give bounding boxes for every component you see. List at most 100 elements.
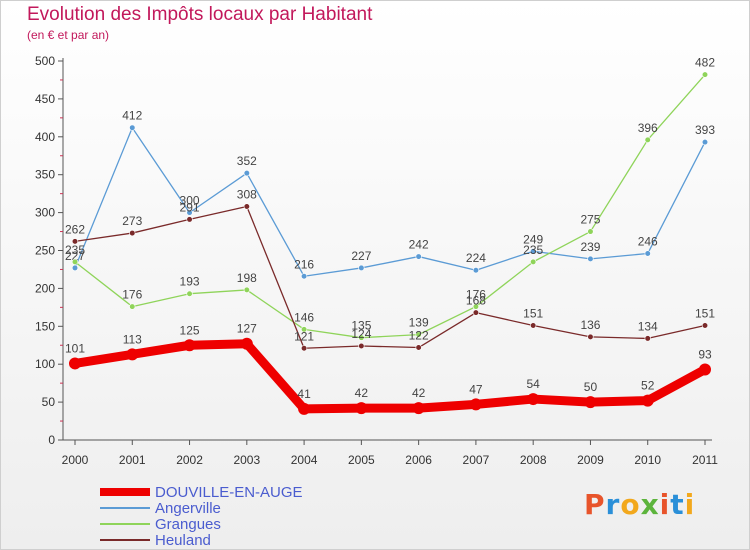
y-tick-label: 100 xyxy=(35,357,55,371)
x-tick-label: 2004 xyxy=(291,453,318,467)
chart-subtitle: (en € et par an) xyxy=(27,28,110,42)
x-tick-label: 2007 xyxy=(463,453,490,467)
x-tick-label: 2005 xyxy=(348,453,375,467)
data-point xyxy=(183,339,196,352)
data-label: 224 xyxy=(466,251,486,265)
series-douville-en-auge: 101 113 125 127 41 42 42 47 54 50 52 93 xyxy=(65,322,712,415)
data-label: 176 xyxy=(122,288,142,302)
series-angerville: 227 412 300 352 216 227 242 224 249 239 246 393 xyxy=(65,109,715,280)
data-label: 235 xyxy=(523,243,543,257)
data-point xyxy=(126,348,139,361)
data-point xyxy=(186,209,193,216)
data-label: 41 xyxy=(297,387,311,401)
legend-item: DOUVILLE-EN-AUGE xyxy=(100,483,303,501)
y-tick-label: 300 xyxy=(35,206,55,220)
data-label: 151 xyxy=(695,307,715,321)
data-label: 412 xyxy=(122,109,142,123)
data-point xyxy=(644,136,651,143)
data-label: 242 xyxy=(409,238,429,252)
data-label: 50 xyxy=(584,380,598,394)
data-label: 52 xyxy=(641,379,655,393)
x-tick-label: 2008 xyxy=(520,453,547,467)
data-label: 300 xyxy=(180,194,200,208)
proxiti-logo: Proxiti xyxy=(584,488,695,521)
data-point xyxy=(412,402,425,415)
data-point xyxy=(129,229,136,237)
data-point xyxy=(587,255,594,262)
x-tick-label: 2003 xyxy=(233,453,260,467)
logo-letter: x xyxy=(640,488,660,521)
y-tick-label: 200 xyxy=(35,281,55,295)
data-point xyxy=(71,258,79,265)
x-tick-label: 2009 xyxy=(577,453,604,467)
data-point xyxy=(415,344,422,351)
legend-item: Angerville xyxy=(100,500,221,517)
y-tick-label: 150 xyxy=(35,319,55,333)
legend-label: Heuland xyxy=(155,531,211,549)
data-label: 216 xyxy=(294,257,314,271)
data-point xyxy=(243,203,250,210)
data-point xyxy=(472,267,480,274)
data-label: 113 xyxy=(123,332,142,346)
data-label: 249 xyxy=(523,232,543,246)
data-point xyxy=(587,333,594,341)
data-label: 227 xyxy=(351,249,371,263)
x-tick-label: 2001 xyxy=(119,453,146,467)
data-point xyxy=(186,216,193,223)
data-point xyxy=(300,326,308,333)
data-label: 352 xyxy=(237,154,257,168)
data-label: 121 xyxy=(294,329,314,343)
data-point xyxy=(129,124,136,131)
legend-swatch xyxy=(100,523,150,525)
data-label: 151 xyxy=(523,307,543,321)
series-grangues: 235 176 193 198 146 135 139 176 235 275 396 482 xyxy=(65,56,715,341)
data-label: 273 xyxy=(122,214,142,228)
data-point xyxy=(701,139,709,146)
data-label: 246 xyxy=(638,235,658,249)
data-label: 54 xyxy=(527,377,541,391)
series-line-heuland xyxy=(74,205,706,349)
data-label: 482 xyxy=(695,56,715,70)
data-label: 42 xyxy=(355,386,369,400)
series-line-douville-en-auge xyxy=(70,339,710,414)
data-label: 134 xyxy=(638,319,658,333)
legend-label: DOUVILLE-EN-AUGE xyxy=(155,483,303,501)
data-point xyxy=(469,398,482,411)
data-point xyxy=(129,303,136,310)
y-tick-label: 350 xyxy=(35,168,55,182)
data-point xyxy=(186,290,193,297)
legend-swatch xyxy=(100,507,150,509)
series-line-angerville xyxy=(74,127,706,277)
data-point xyxy=(355,402,368,415)
legend-item: Heuland xyxy=(100,531,211,549)
legend-item: Grangues xyxy=(100,516,221,533)
data-point xyxy=(243,170,250,177)
data-point xyxy=(298,402,311,415)
data-label: 122 xyxy=(409,329,429,343)
data-point xyxy=(472,303,480,310)
data-label: 235 xyxy=(65,243,85,257)
data-label: 291 xyxy=(180,200,200,214)
data-point xyxy=(584,396,597,409)
series-line-grangues xyxy=(74,73,706,339)
data-label: 135 xyxy=(351,319,371,333)
data-point xyxy=(358,264,365,272)
data-label: 93 xyxy=(698,348,712,362)
data-label: 125 xyxy=(180,323,200,337)
data-point xyxy=(240,337,253,350)
logo-letter: o xyxy=(620,488,641,521)
data-point xyxy=(699,363,711,376)
data-point xyxy=(641,394,654,407)
data-label: 239 xyxy=(580,240,600,254)
y-tick-label: 50 xyxy=(42,395,56,409)
logo-letter: P xyxy=(584,488,606,521)
data-label: 275 xyxy=(580,213,600,227)
data-point xyxy=(415,253,422,260)
data-label: 393 xyxy=(695,123,715,137)
data-label: 42 xyxy=(412,386,426,400)
data-point xyxy=(644,250,651,257)
legend-swatch xyxy=(100,539,150,541)
data-point xyxy=(71,264,79,272)
chart-title: Evolution des Impôts locaux par Habitant xyxy=(27,4,373,25)
